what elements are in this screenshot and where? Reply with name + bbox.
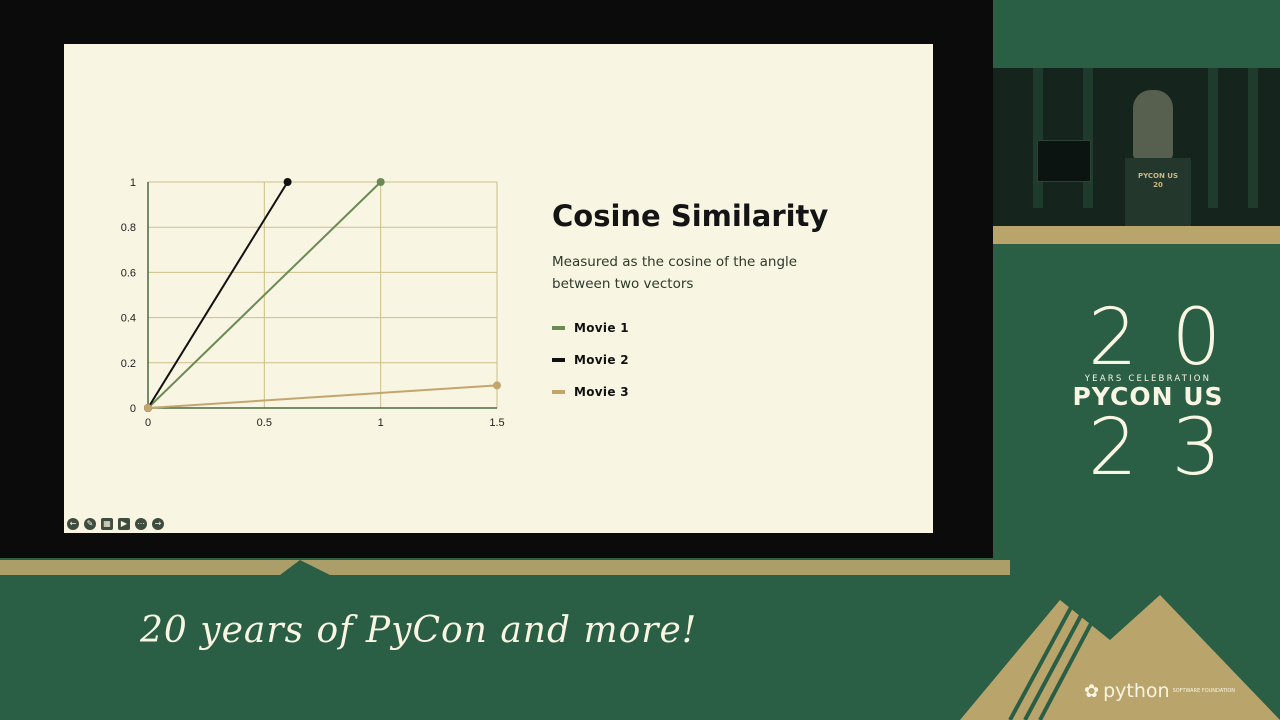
legend-item-movie-1: Movie 1 bbox=[552, 312, 629, 344]
presentation-screen: 0 0.5 1 1.5 0 0.2 0.4 0.6 0.8 1 Cosine Similarity… bbox=[0, 0, 993, 558]
legend-swatch bbox=[552, 326, 565, 330]
x-tick-label: 0.5 bbox=[257, 417, 272, 429]
psf-logo: ✿ python SOFTWARE FOUNDATION bbox=[1084, 680, 1235, 702]
series-point-1 bbox=[376, 178, 385, 186]
legend-swatch bbox=[552, 390, 565, 394]
curtain bbox=[1083, 68, 1093, 208]
y-tick-label: 0.2 bbox=[121, 358, 136, 370]
curtain bbox=[1208, 68, 1218, 208]
y-tick-label: 0.8 bbox=[121, 222, 136, 234]
pycon-logo: 20 YEARS CELEBRATION PYCON US 23 bbox=[1058, 293, 1256, 515]
series-point-3 bbox=[493, 381, 501, 390]
legend-item-movie-3: Movie 3 bbox=[552, 376, 629, 408]
speaker bbox=[1133, 90, 1173, 160]
logo-bottom-number: 23 bbox=[1088, 403, 1256, 493]
next-slide-icon[interactable]: → bbox=[152, 518, 164, 530]
previous-slide-icon[interactable]: ← bbox=[67, 518, 79, 530]
y-tick-label: 0.4 bbox=[121, 313, 136, 325]
curtain bbox=[1033, 68, 1043, 208]
legend-label: Movie 2 bbox=[574, 353, 629, 367]
stage-monitor bbox=[1037, 140, 1091, 182]
chart-legend: Movie 1 Movie 2 Movie 3 bbox=[552, 312, 629, 408]
slide-description: Measured as the cosine of the angle betw… bbox=[552, 254, 798, 292]
camera-icon[interactable]: ▶ bbox=[118, 518, 130, 530]
series-point-3 bbox=[144, 404, 152, 412]
slide: 0 0.5 1 1.5 0 0.2 0.4 0.6 0.8 1 Cosine Similarity… bbox=[64, 44, 933, 533]
cosine-chart: 0 0.5 1 1.5 0 0.2 0.4 0.6 0.8 1 bbox=[121, 177, 505, 429]
stage-floor bbox=[993, 226, 1280, 244]
y-tick-label: 0 bbox=[130, 403, 136, 415]
series-line-1 bbox=[147, 181, 382, 409]
legend-item-movie-2: Movie 2 bbox=[552, 344, 629, 376]
logo-name: PYCON US bbox=[1072, 382, 1224, 411]
legend-label: Movie 3 bbox=[574, 385, 629, 399]
slide-controls: ← ✎ ▦ ▶ ⋯ → bbox=[67, 518, 164, 530]
logo-top-number: 20 bbox=[1088, 293, 1256, 383]
logo-subtitle: YEARS CELEBRATION bbox=[1084, 374, 1212, 384]
slides-overview-icon[interactable]: ▦ bbox=[101, 518, 113, 530]
speaker-camera: PYCON US 20 bbox=[993, 68, 1280, 244]
podium-number: 20 bbox=[1153, 181, 1163, 189]
psf-subtext: SOFTWARE FOUNDATION bbox=[1172, 688, 1236, 694]
legend-label: Movie 1 bbox=[574, 321, 629, 335]
y-tick-label: 1 bbox=[130, 177, 136, 189]
series-point-2 bbox=[283, 178, 292, 186]
python-snake-icon: ✿ bbox=[1084, 680, 1100, 701]
podium-text: PYCON US bbox=[1137, 172, 1179, 180]
slogan: 20 years of PyCon and more! bbox=[140, 610, 698, 651]
options-icon[interactable]: ⋯ bbox=[135, 518, 147, 530]
y-tick-label: 0.6 bbox=[121, 267, 136, 279]
x-tick-label: 1 bbox=[378, 417, 384, 429]
curtain bbox=[1248, 68, 1258, 208]
podium: PYCON US 20 bbox=[1125, 158, 1191, 238]
x-tick-label: 1.5 bbox=[489, 417, 504, 429]
legend-swatch bbox=[552, 358, 565, 362]
series-line-3 bbox=[147, 384, 498, 409]
x-tick-label: 0 bbox=[145, 417, 151, 429]
pen-icon[interactable]: ✎ bbox=[84, 518, 96, 530]
psf-wordmark: python bbox=[1103, 680, 1170, 702]
slide-title: Cosine Similarity bbox=[552, 199, 829, 233]
series-line-2 bbox=[147, 181, 289, 409]
